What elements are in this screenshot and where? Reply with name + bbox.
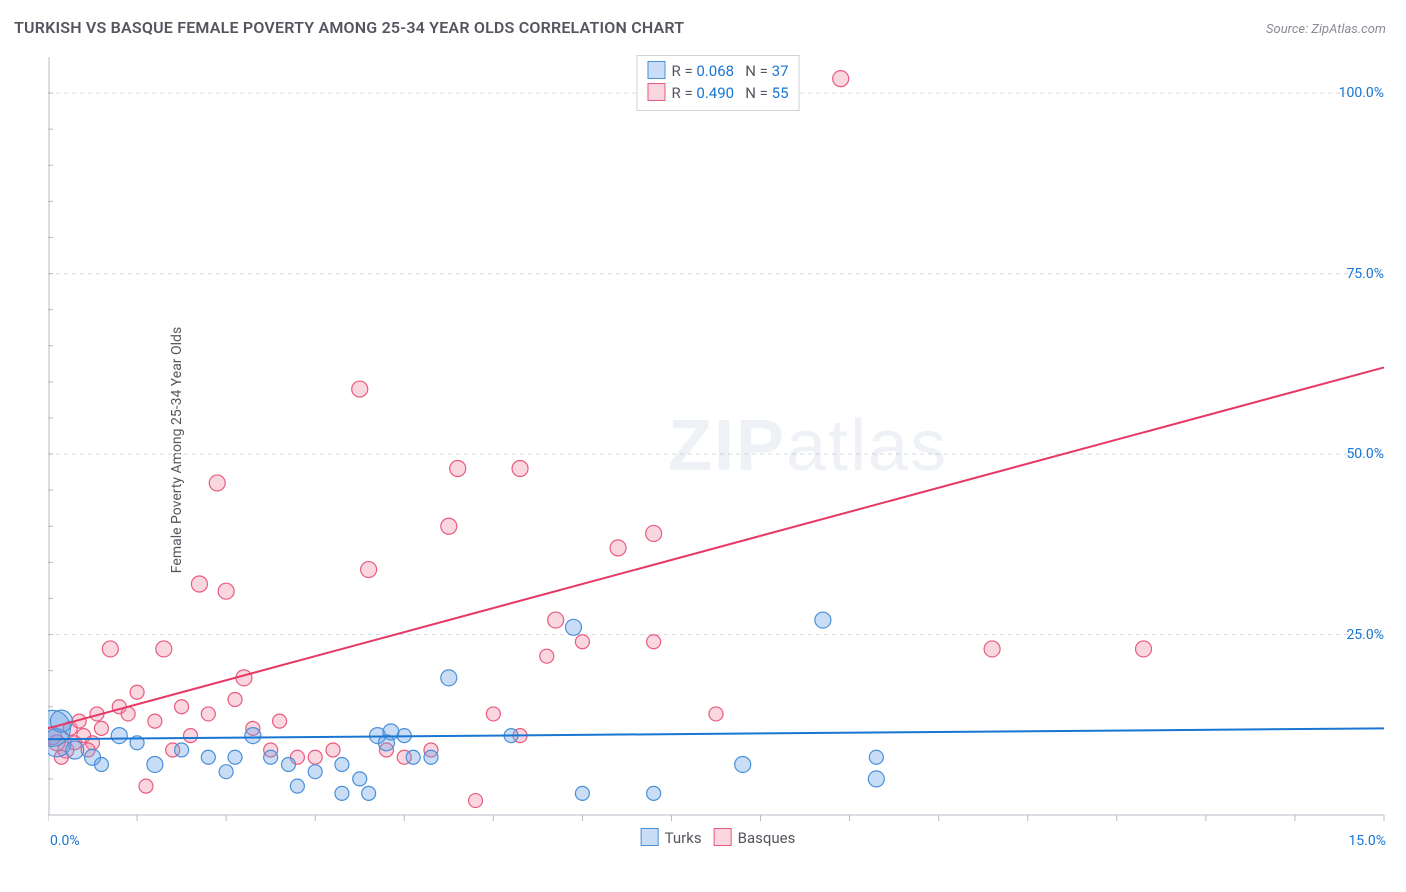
legend-n-label: N = xyxy=(745,62,771,80)
legend-r-value: 0.490 xyxy=(696,84,734,102)
x-axis-max-label: 15.0% xyxy=(1348,833,1386,849)
y-tick-label: 50.0% xyxy=(1346,446,1384,462)
plot-area: Female Poverty Among 25-34 Year Olds ZIP… xyxy=(48,55,1388,845)
legend-swatch-basques xyxy=(647,83,665,101)
legend-n-value: 37 xyxy=(772,62,789,80)
legend-r-label: R = xyxy=(671,84,696,102)
series-label: Basques xyxy=(738,829,796,847)
series-legend-basques: Basques xyxy=(714,829,796,847)
x-axis-min-label: 0.0% xyxy=(50,833,80,849)
series-label: Turks xyxy=(665,829,702,847)
legend-swatch-turks xyxy=(647,61,665,79)
legend-r-value: 0.068 xyxy=(696,62,734,80)
chart-title: TURKISH VS BASQUE FEMALE POVERTY AMONG 2… xyxy=(14,18,684,37)
legend-n-value: 55 xyxy=(772,84,789,102)
series-legend: Turks Basques xyxy=(635,828,802,847)
legend-row-basques: R = 0.490 N = 55 xyxy=(647,82,788,104)
legend-swatch-basques-bottom xyxy=(714,828,732,846)
chart-svg xyxy=(48,55,1388,845)
chart-source: Source: ZipAtlas.com xyxy=(1266,22,1386,37)
y-tick-label: 25.0% xyxy=(1346,627,1384,643)
series-legend-turks: Turks xyxy=(641,829,702,847)
legend-n-label: N = xyxy=(745,84,771,102)
y-tick-label: 100.0% xyxy=(1339,85,1384,101)
legend-r-label: R = xyxy=(671,62,696,80)
legend-row-turks: R = 0.068 N = 37 xyxy=(647,60,788,82)
legend-swatch-turks-bottom xyxy=(641,828,659,846)
y-tick-label: 75.0% xyxy=(1346,266,1384,282)
correlation-legend: R = 0.068 N = 37R = 0.490 N = 55 xyxy=(636,55,799,111)
